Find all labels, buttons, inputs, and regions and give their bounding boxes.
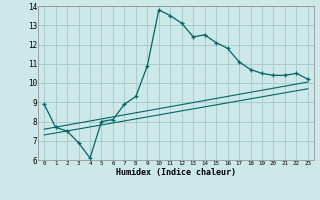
X-axis label: Humidex (Indice chaleur): Humidex (Indice chaleur) (116, 168, 236, 177)
